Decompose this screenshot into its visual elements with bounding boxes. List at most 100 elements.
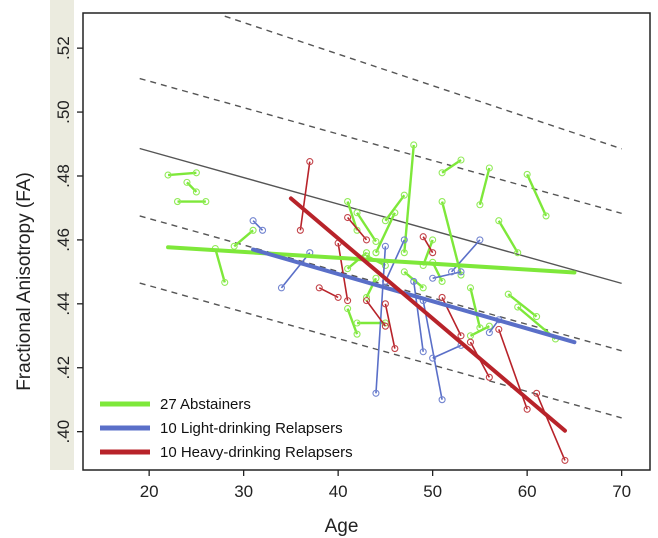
subject-point-abstainers-2-1: [192, 188, 200, 196]
subject-line-abstainers-18: [441, 159, 462, 174]
subject-point-abstainers-20-1: [485, 164, 493, 172]
subject-line-light-31: [422, 300, 443, 400]
subject-line-heavy-41: [365, 300, 387, 327]
subject-line-abstainers-14: [403, 144, 415, 253]
subject-line-heavy-42: [384, 303, 396, 349]
subject-point-heavy-41-0: [362, 297, 371, 305]
subject-point-abstainers-20-0: [476, 201, 484, 209]
y-axis-label-band: [50, 0, 74, 470]
subject-line-abstainers-4: [233, 229, 254, 248]
subject-point-abstainers-18-0: [438, 169, 446, 177]
y-tick-label-0: .40: [54, 420, 73, 444]
legend: 27 Abstainers 10 Light-drinking Relapsers…: [100, 396, 353, 461]
y-tick-label-6: .52: [54, 36, 73, 60]
y-axis-title: Fractional Anisotropy (FA): [14, 172, 35, 391]
legend-label-light: 10 Light-drinking Relapsers: [160, 420, 343, 437]
subject-point-heavy-41-1: [381, 322, 389, 330]
subject-point-abstainers-22-0: [495, 217, 503, 225]
subject-point-abstainers-6-0: [344, 265, 352, 273]
subject-line-heavy-39: [337, 242, 349, 301]
subject-point-heavy-45-0: [466, 338, 475, 346]
subject-point-light-30-1: [400, 236, 408, 244]
subject-point-abstainers-25-1: [542, 212, 550, 220]
subject-point-heavy-47-0: [533, 389, 541, 397]
subject-point-light-36-0: [410, 277, 418, 285]
y-tick-label-5: .50: [54, 100, 73, 124]
subject-point-light-27-1: [258, 226, 267, 234]
subject-point-abstainers-26-1: [419, 284, 427, 292]
y-tick-label-4: .48: [54, 164, 73, 188]
subject-point-light-28-0: [277, 284, 286, 292]
y-tick-label-1: .42: [54, 356, 73, 380]
subject-point-abstainers-9-0: [353, 319, 361, 327]
subject-point-light-27-0: [249, 217, 257, 225]
subject-line-abstainers-0: [167, 171, 197, 177]
subject-point-abstainers-8-0: [344, 305, 352, 313]
trend-line-heavy: [288, 196, 567, 433]
subject-point-heavy-42-0: [381, 300, 389, 308]
legend-label-abstainers: 27 Abstainers: [160, 396, 251, 413]
subject-point-abstainers-26-0: [400, 268, 408, 276]
subject-line-abstainers-5: [346, 201, 359, 231]
y-label-band: [50, 0, 74, 470]
subject-point-abstainers-3-1: [221, 278, 229, 286]
x-tick-label-20: 20: [140, 482, 159, 501]
subject-point-heavy-46-1: [523, 405, 531, 413]
subject-point-abstainers-19-0: [466, 284, 475, 292]
subject-point-abstainers-4-1: [249, 226, 257, 234]
subject-point-abstainers-23-0: [504, 290, 512, 298]
subject-point-abstainers-14-0: [400, 249, 408, 257]
subject-point-abstainers-5-0: [344, 198, 352, 206]
x-axis-title: Age: [325, 516, 359, 537]
subject-point-abstainers-14-1: [410, 141, 418, 149]
subject-line-heavy-40: [346, 217, 368, 241]
subject-point-abstainers-2-0: [183, 178, 191, 186]
subject-point-light-31-1: [438, 396, 446, 404]
subject-point-abstainers-8-1: [353, 330, 361, 338]
subject-point-abstainers-17-0: [438, 198, 446, 206]
subject-point-abstainers-6-1: [362, 249, 371, 257]
subject-point-light-29-1: [381, 242, 389, 250]
trend-line-light: [251, 247, 577, 345]
subject-point-abstainers-13-1: [400, 191, 408, 199]
group-trend-lines: [166, 196, 577, 433]
subject-line-abstainers-2: [186, 181, 198, 193]
subject-point-heavy-43-1: [429, 249, 437, 257]
subject-point-abstainers-18-1: [457, 156, 465, 164]
subject-line-abstainers-26: [403, 270, 424, 289]
subject-point-heavy-39-1: [344, 297, 352, 305]
subject-point-abstainers-16-1: [438, 277, 446, 285]
y-tick-label-2: .44: [54, 292, 73, 316]
subject-line-light-27: [252, 220, 264, 231]
x-tick-label-30: 30: [234, 482, 253, 501]
subject-line-heavy-47: [535, 392, 566, 461]
subject-point-light-36-1: [419, 348, 427, 356]
subject-point-abstainers-7-0: [353, 209, 361, 217]
reference-solid-line: [139, 147, 622, 285]
subject-point-abstainers-12-0: [372, 249, 380, 257]
subject-point-light-29-0: [372, 389, 380, 397]
subject-point-heavy-47-1: [561, 456, 569, 464]
subject-point-light-33-0: [429, 274, 437, 282]
trend-line-abstainers: [166, 245, 577, 275]
subject-point-abstainers-11-0: [362, 293, 371, 301]
subject-point-abstainers-0-0: [164, 171, 172, 179]
subject-line-heavy-37: [299, 161, 311, 231]
subject-point-abstainers-25-0: [523, 170, 531, 178]
subject-point-heavy-42-1: [391, 345, 399, 353]
subject-line-light-28: [280, 252, 311, 289]
subject-line-abstainers-17: [440, 201, 463, 276]
plot-frame: [82, 12, 651, 471]
subject-line-abstainers-3: [214, 248, 226, 283]
subject-point-heavy-44-1: [457, 332, 465, 340]
reference-lines: [139, 15, 622, 419]
subject-point-abstainers-22-1: [514, 249, 522, 257]
legend-label-heavy: 10 Heavy-drinking Relapsers: [160, 444, 353, 461]
subject-line-abstainers-19: [469, 287, 482, 329]
subject-point-abstainers-23-1: [533, 313, 541, 321]
subject-point-light-33-1: [457, 268, 465, 276]
subject-point-heavy-40-0: [344, 213, 352, 222]
subject-line-abstainers-12: [374, 212, 396, 254]
subject-line-light-36: [412, 281, 424, 352]
